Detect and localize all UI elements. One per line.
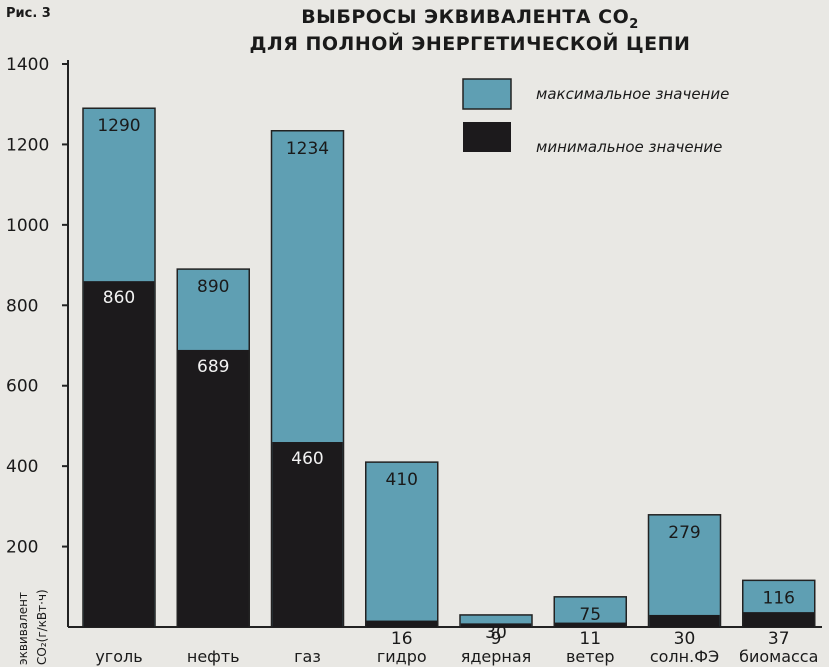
y-tick-label: 200 [6, 538, 38, 558]
category-label: гидро [377, 647, 427, 666]
category-label: уголь [95, 647, 142, 666]
category-label: биомасса [739, 647, 818, 666]
bar-min-label: 11 [579, 629, 601, 649]
bar-min [555, 622, 626, 627]
bar-max-label: 1290 [97, 116, 140, 136]
bar-max [365, 461, 439, 628]
y-axis-label: эквивалент [16, 592, 30, 665]
bar-max [647, 514, 722, 628]
bar-min-label: 16 [391, 629, 413, 649]
bar-min-label: 689 [197, 357, 229, 377]
category-label: газ [294, 647, 321, 666]
bar-max-label: 410 [386, 470, 418, 490]
y-tick-label: 600 [6, 377, 38, 397]
category-label: ветер [566, 647, 615, 666]
legend-swatch-max [462, 78, 512, 110]
chart-title: ВЫБРОСЫ ЭКВИВАЛЕНТА CO2 [301, 6, 639, 32]
chart-title-subscript: 2 [629, 16, 639, 32]
y-axis-label: CO₂(г/кВт·ч) [35, 589, 49, 665]
figure-label: Рис. 3 [6, 6, 51, 21]
y-tick-label: 1200 [6, 135, 49, 155]
legend-label-min: минимальное значение [536, 138, 722, 156]
bar-min [366, 620, 437, 627]
bar-max-label: 890 [197, 277, 229, 297]
bar-min-label: 9 [491, 629, 502, 649]
bar-min-label: 460 [291, 449, 323, 469]
category-label: солн.ФЭ [650, 647, 719, 666]
category-label: нефть [187, 647, 240, 666]
bar-max-label: 279 [668, 523, 700, 543]
category-label: ядерная [461, 647, 532, 666]
bar-min-label: 860 [103, 288, 135, 308]
bar-min [460, 623, 532, 627]
y-tick-label: 400 [6, 457, 38, 477]
bar-min-label: 37 [768, 629, 790, 649]
bar-min [649, 614, 720, 627]
bar-min [743, 612, 814, 627]
bar-max-label: 75 [579, 605, 601, 625]
legend-swatch-min [463, 122, 511, 152]
y-tick-label: 1400 [6, 55, 49, 75]
legend-label-max: максимальное значение [536, 85, 729, 103]
y-tick-label: 800 [6, 296, 38, 316]
bar-max-label: 116 [763, 588, 795, 608]
y-tick-label: 1000 [6, 216, 49, 236]
bar-min-label: 30 [674, 629, 696, 649]
bar-max-label: 1234 [286, 139, 329, 159]
bar-min [83, 281, 155, 627]
bar-max-label: 30 [485, 623, 507, 643]
bar-min [178, 349, 249, 627]
chart-subtitle: ДЛЯ ПОЛНОЙ ЭНЕРГЕТИЧЕСКОЙ ЦЕПИ [249, 33, 691, 55]
bar-min [272, 442, 343, 627]
